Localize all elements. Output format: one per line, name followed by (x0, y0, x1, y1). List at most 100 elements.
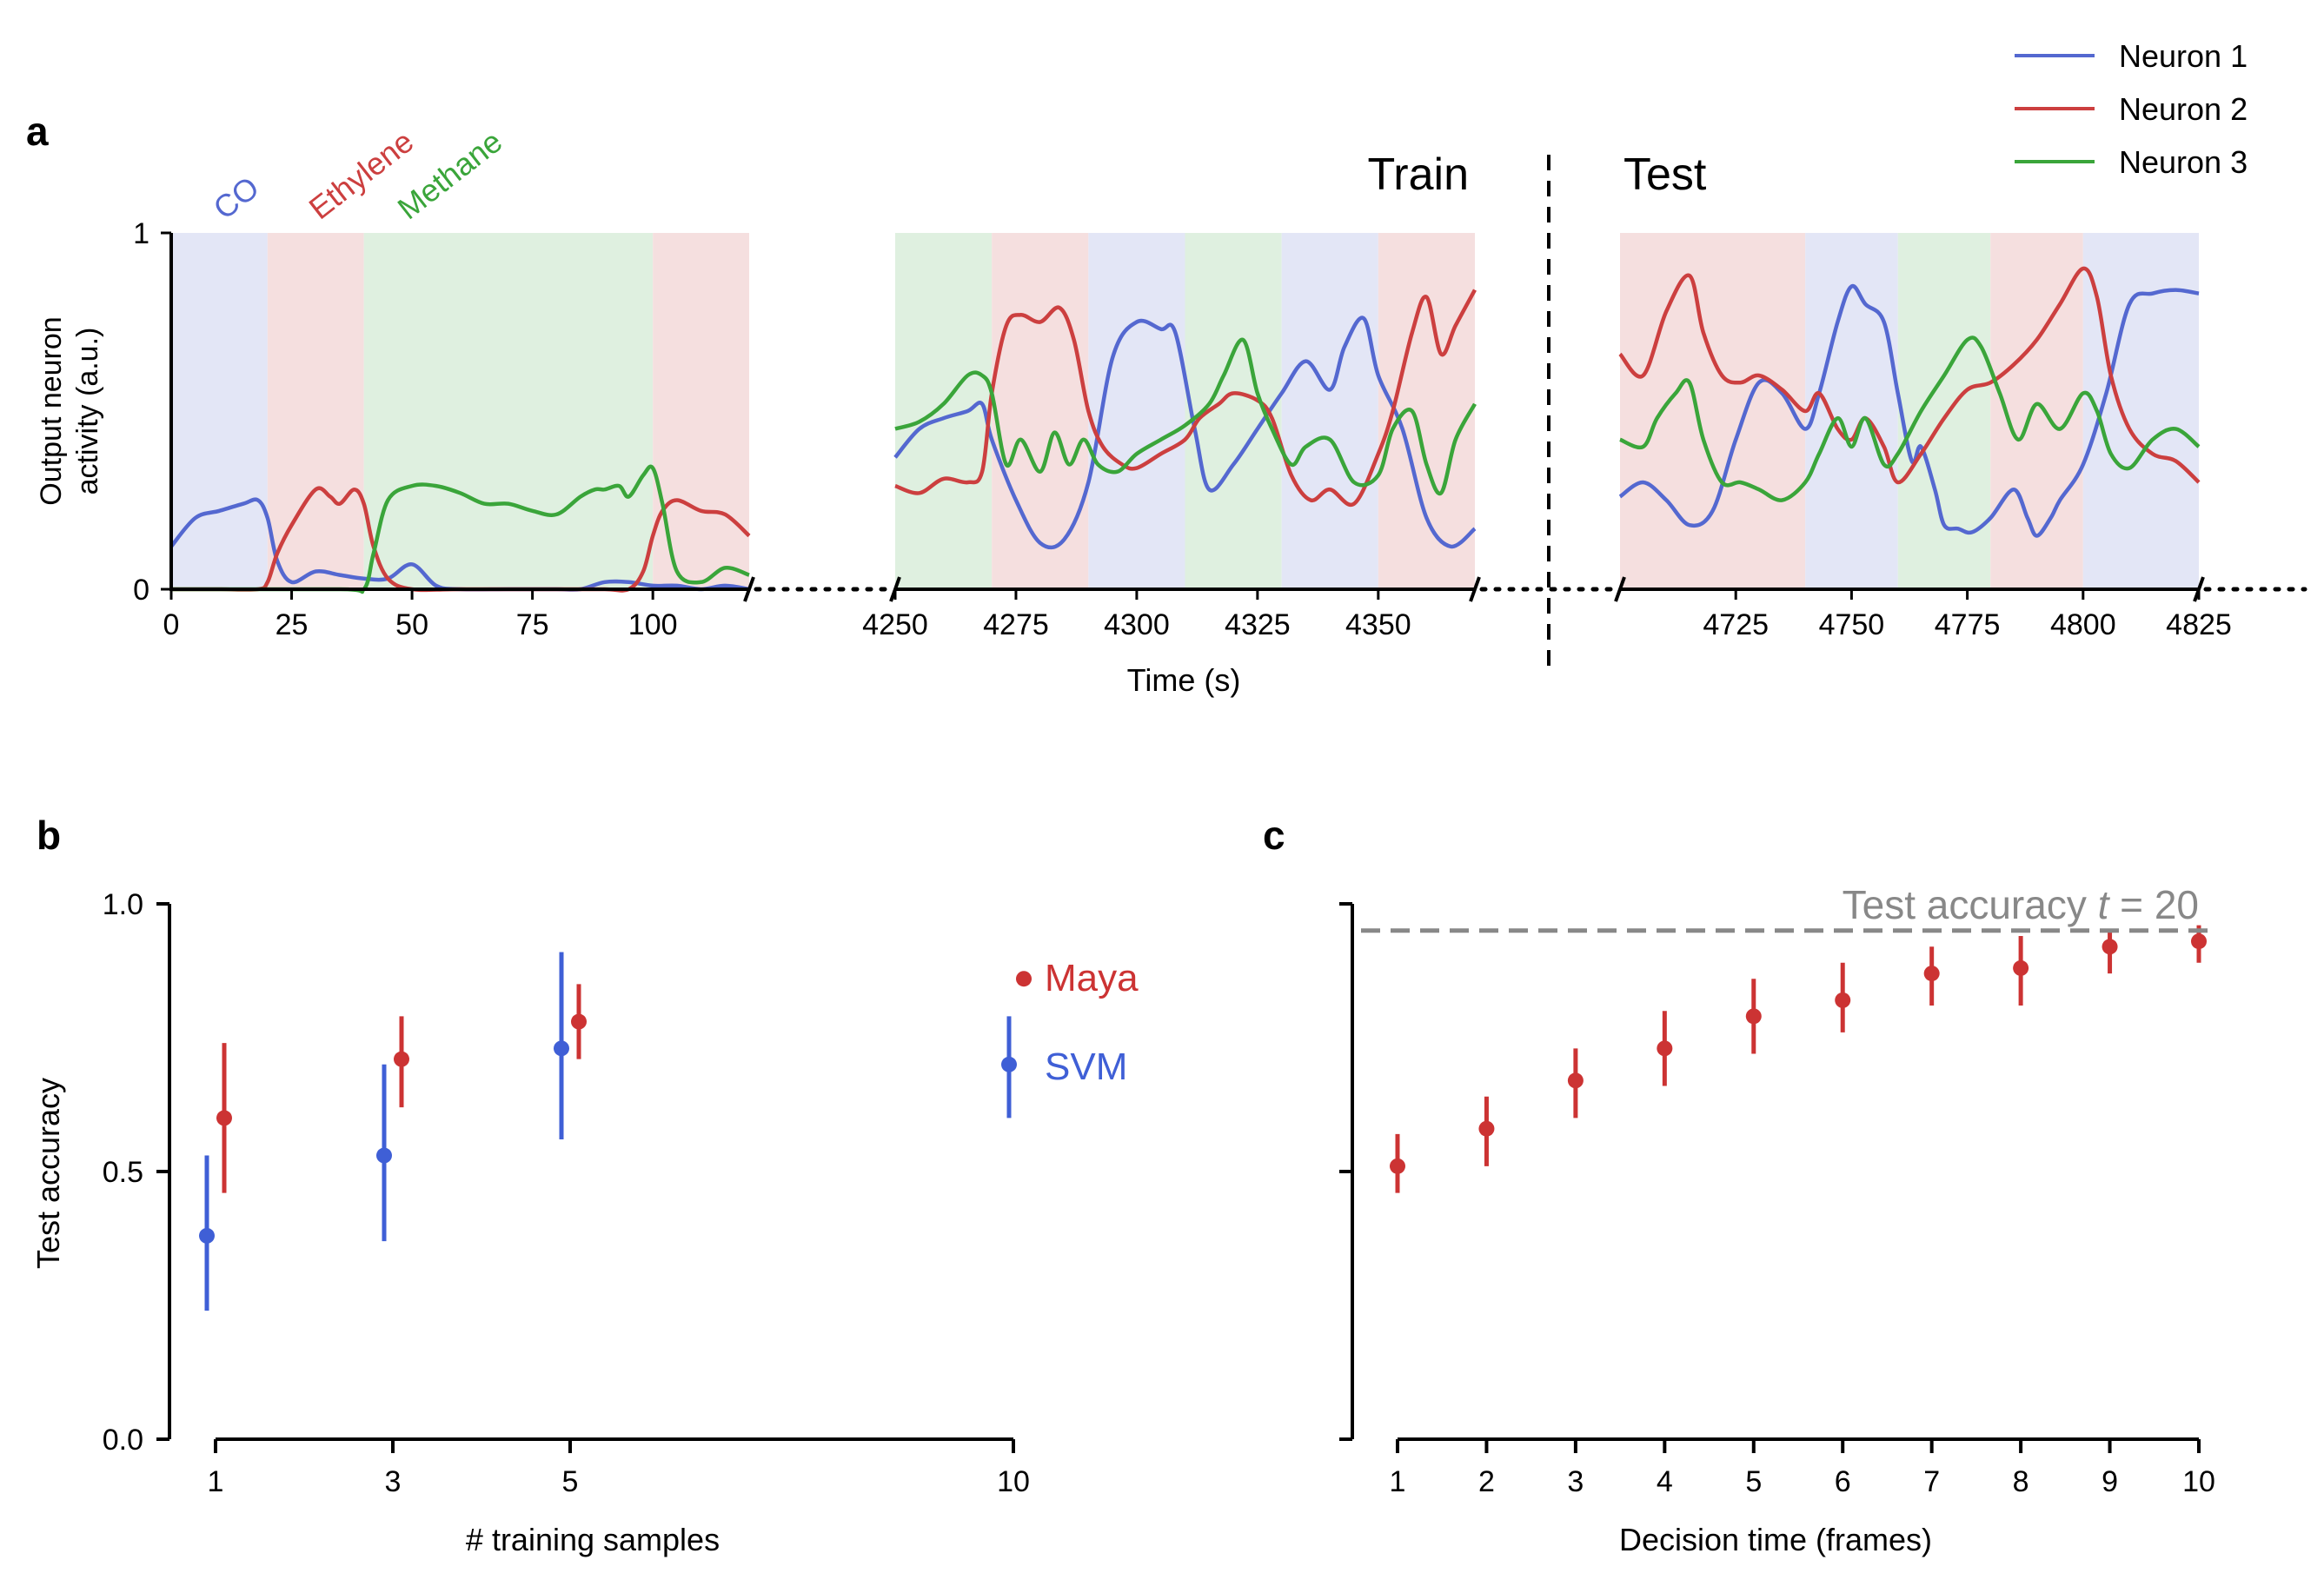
test-label: Test (1623, 149, 1707, 200)
x-axis-label-c: Decision time (frames) (1619, 1522, 1932, 1557)
neuron-3-line (1619, 335, 2201, 502)
reference-label: Test accuracy t = 20 (1843, 882, 2199, 927)
y-axis-label-b: Test accuracy (30, 1078, 66, 1269)
gas-band-co (1805, 233, 1898, 589)
gas-band-methane (363, 233, 654, 589)
panel-label-c: c (1263, 813, 1285, 858)
x-tick-label: 2 (1478, 1465, 1495, 1498)
reference-label-text: Test accuracy (1843, 882, 2098, 927)
maya-point (571, 1013, 587, 1030)
x-tick-label: 6 (1835, 1465, 1851, 1498)
x-tick-label: 5 (562, 1465, 579, 1498)
neuron-3-line (894, 337, 1477, 496)
x-tick-label: 3 (1567, 1465, 1584, 1498)
y-tick-label: 1.0 (103, 888, 143, 921)
x-axis-label: Time (s) (1127, 662, 1241, 698)
gas-bands (171, 233, 2199, 589)
axis-break-mark (1469, 576, 1481, 602)
y-axis-label-line2: activity (a.u.) (71, 328, 104, 495)
neuron-1-line (169, 497, 750, 592)
gas-band-methane (895, 233, 993, 589)
maya-point (2191, 933, 2207, 950)
panel-label-a: a (26, 109, 49, 154)
x-tick-label: 5 (1745, 1465, 1762, 1498)
neuron-2-line (1618, 266, 2201, 485)
x-tick-label: 1 (208, 1465, 224, 1498)
neuron-lines (169, 266, 2201, 594)
x-tick-label: 1 (1390, 1465, 1406, 1498)
maya-point (1923, 966, 1940, 982)
gas-band-co (171, 233, 268, 589)
maya-point (1567, 1072, 1584, 1089)
panel-c-axes: 1 2 3 4 5 6 7 8 9 10 (1339, 902, 2215, 1498)
gas-band-ethylene (992, 233, 1089, 589)
maya-point (1657, 1040, 1673, 1057)
x-tick-label: 4350 (1345, 608, 1411, 641)
x-tick-label: 7 (1923, 1465, 1940, 1498)
x-tick-label: 4 (1657, 1465, 1673, 1498)
x-tick-label: 50 (395, 608, 428, 641)
panel-c-accuracy-vs-decision-time: 1 2 3 4 5 6 7 8 9 10 Test accuracy t = 20 Decisio… (1339, 882, 2215, 1557)
gas-band-ethylene (267, 233, 364, 589)
axis-break-mark (889, 576, 901, 602)
y-tick-label: 0 (133, 574, 149, 607)
maya-point (1016, 971, 1032, 987)
gas-band-ethylene (1620, 233, 1806, 589)
maya-point (1478, 1120, 1495, 1137)
gas-band-methane (1897, 233, 1991, 589)
gas-band-co (1281, 233, 1378, 589)
x-tick-label: 4775 (1935, 608, 2001, 641)
panel-b-points (199, 952, 1032, 1311)
x-tick-label: 4250 (862, 608, 928, 641)
maya-point (394, 1051, 409, 1067)
legend-label-neuron-3: Neuron 3 (2119, 144, 2248, 180)
x-tick-label: 10 (2182, 1465, 2215, 1498)
panel-a-time-series: 0 25 50 75 100 4250 4275 4300 4325 4350 4725 4750 47… (35, 38, 2307, 698)
axis-break-mark (743, 576, 755, 602)
panel-c-points (1390, 925, 2207, 1193)
maya-point (1390, 1158, 1405, 1174)
svm-point (199, 1227, 215, 1244)
x-tick-label: 9 (2102, 1465, 2118, 1498)
y-tick-label: 0.0 (103, 1424, 143, 1457)
maya-point (1835, 992, 1851, 1008)
maya-point (216, 1110, 232, 1126)
maya-point (1745, 1008, 1762, 1025)
x-tick-label: 75 (516, 608, 549, 641)
neuron-1-line (1618, 283, 2200, 538)
x-tick-label: 25 (276, 608, 309, 641)
panel-b-axes: 0.0 0.5 1.0 1 3 5 10 (103, 888, 1030, 1498)
svm-point (554, 1040, 569, 1057)
panel-label-b: b (37, 813, 61, 858)
svm-point (1001, 1056, 1017, 1072)
x-tick-label: 4300 (1104, 608, 1170, 641)
gas-label-co: CO (207, 169, 266, 227)
x-tick-label: 3 (385, 1465, 402, 1498)
series-label-svm: SVM (1045, 1046, 1127, 1088)
x-tick-label: 10 (997, 1465, 1030, 1498)
y-tick-label: 1 (133, 217, 149, 250)
y-axis-label-line1: Output neuron (35, 316, 68, 505)
gas-band-co (1088, 233, 1185, 589)
axis-break-mark (2193, 576, 2205, 602)
x-tick-label: 4725 (1703, 608, 1769, 641)
legend-label-neuron-1: Neuron 1 (2119, 38, 2248, 74)
legend-label-neuron-2: Neuron 2 (2119, 91, 2248, 127)
x-tick-label: 4750 (1819, 608, 1885, 641)
x-tick-label: 4325 (1225, 608, 1291, 641)
maya-point (2102, 939, 2118, 955)
neuron-3-line (171, 464, 750, 594)
x-tick-label: 0 (163, 608, 180, 641)
maya-point (2013, 959, 2029, 976)
x-tick-label: 4800 (2050, 608, 2116, 641)
legend: Neuron 1 Neuron 2 Neuron 3 (2015, 38, 2248, 180)
neuron-2-line (894, 289, 1477, 508)
reference-label-eq: = 20 (2108, 882, 2199, 927)
series-label-maya: Maya (1045, 957, 1139, 999)
neuron-1-line (893, 315, 1477, 550)
x-axis-label-b: # training samples (466, 1522, 720, 1557)
reference-label-var: t (2098, 882, 2111, 927)
y-tick-label: 0.5 (103, 1156, 143, 1189)
axis-break-mark (1614, 576, 1626, 602)
